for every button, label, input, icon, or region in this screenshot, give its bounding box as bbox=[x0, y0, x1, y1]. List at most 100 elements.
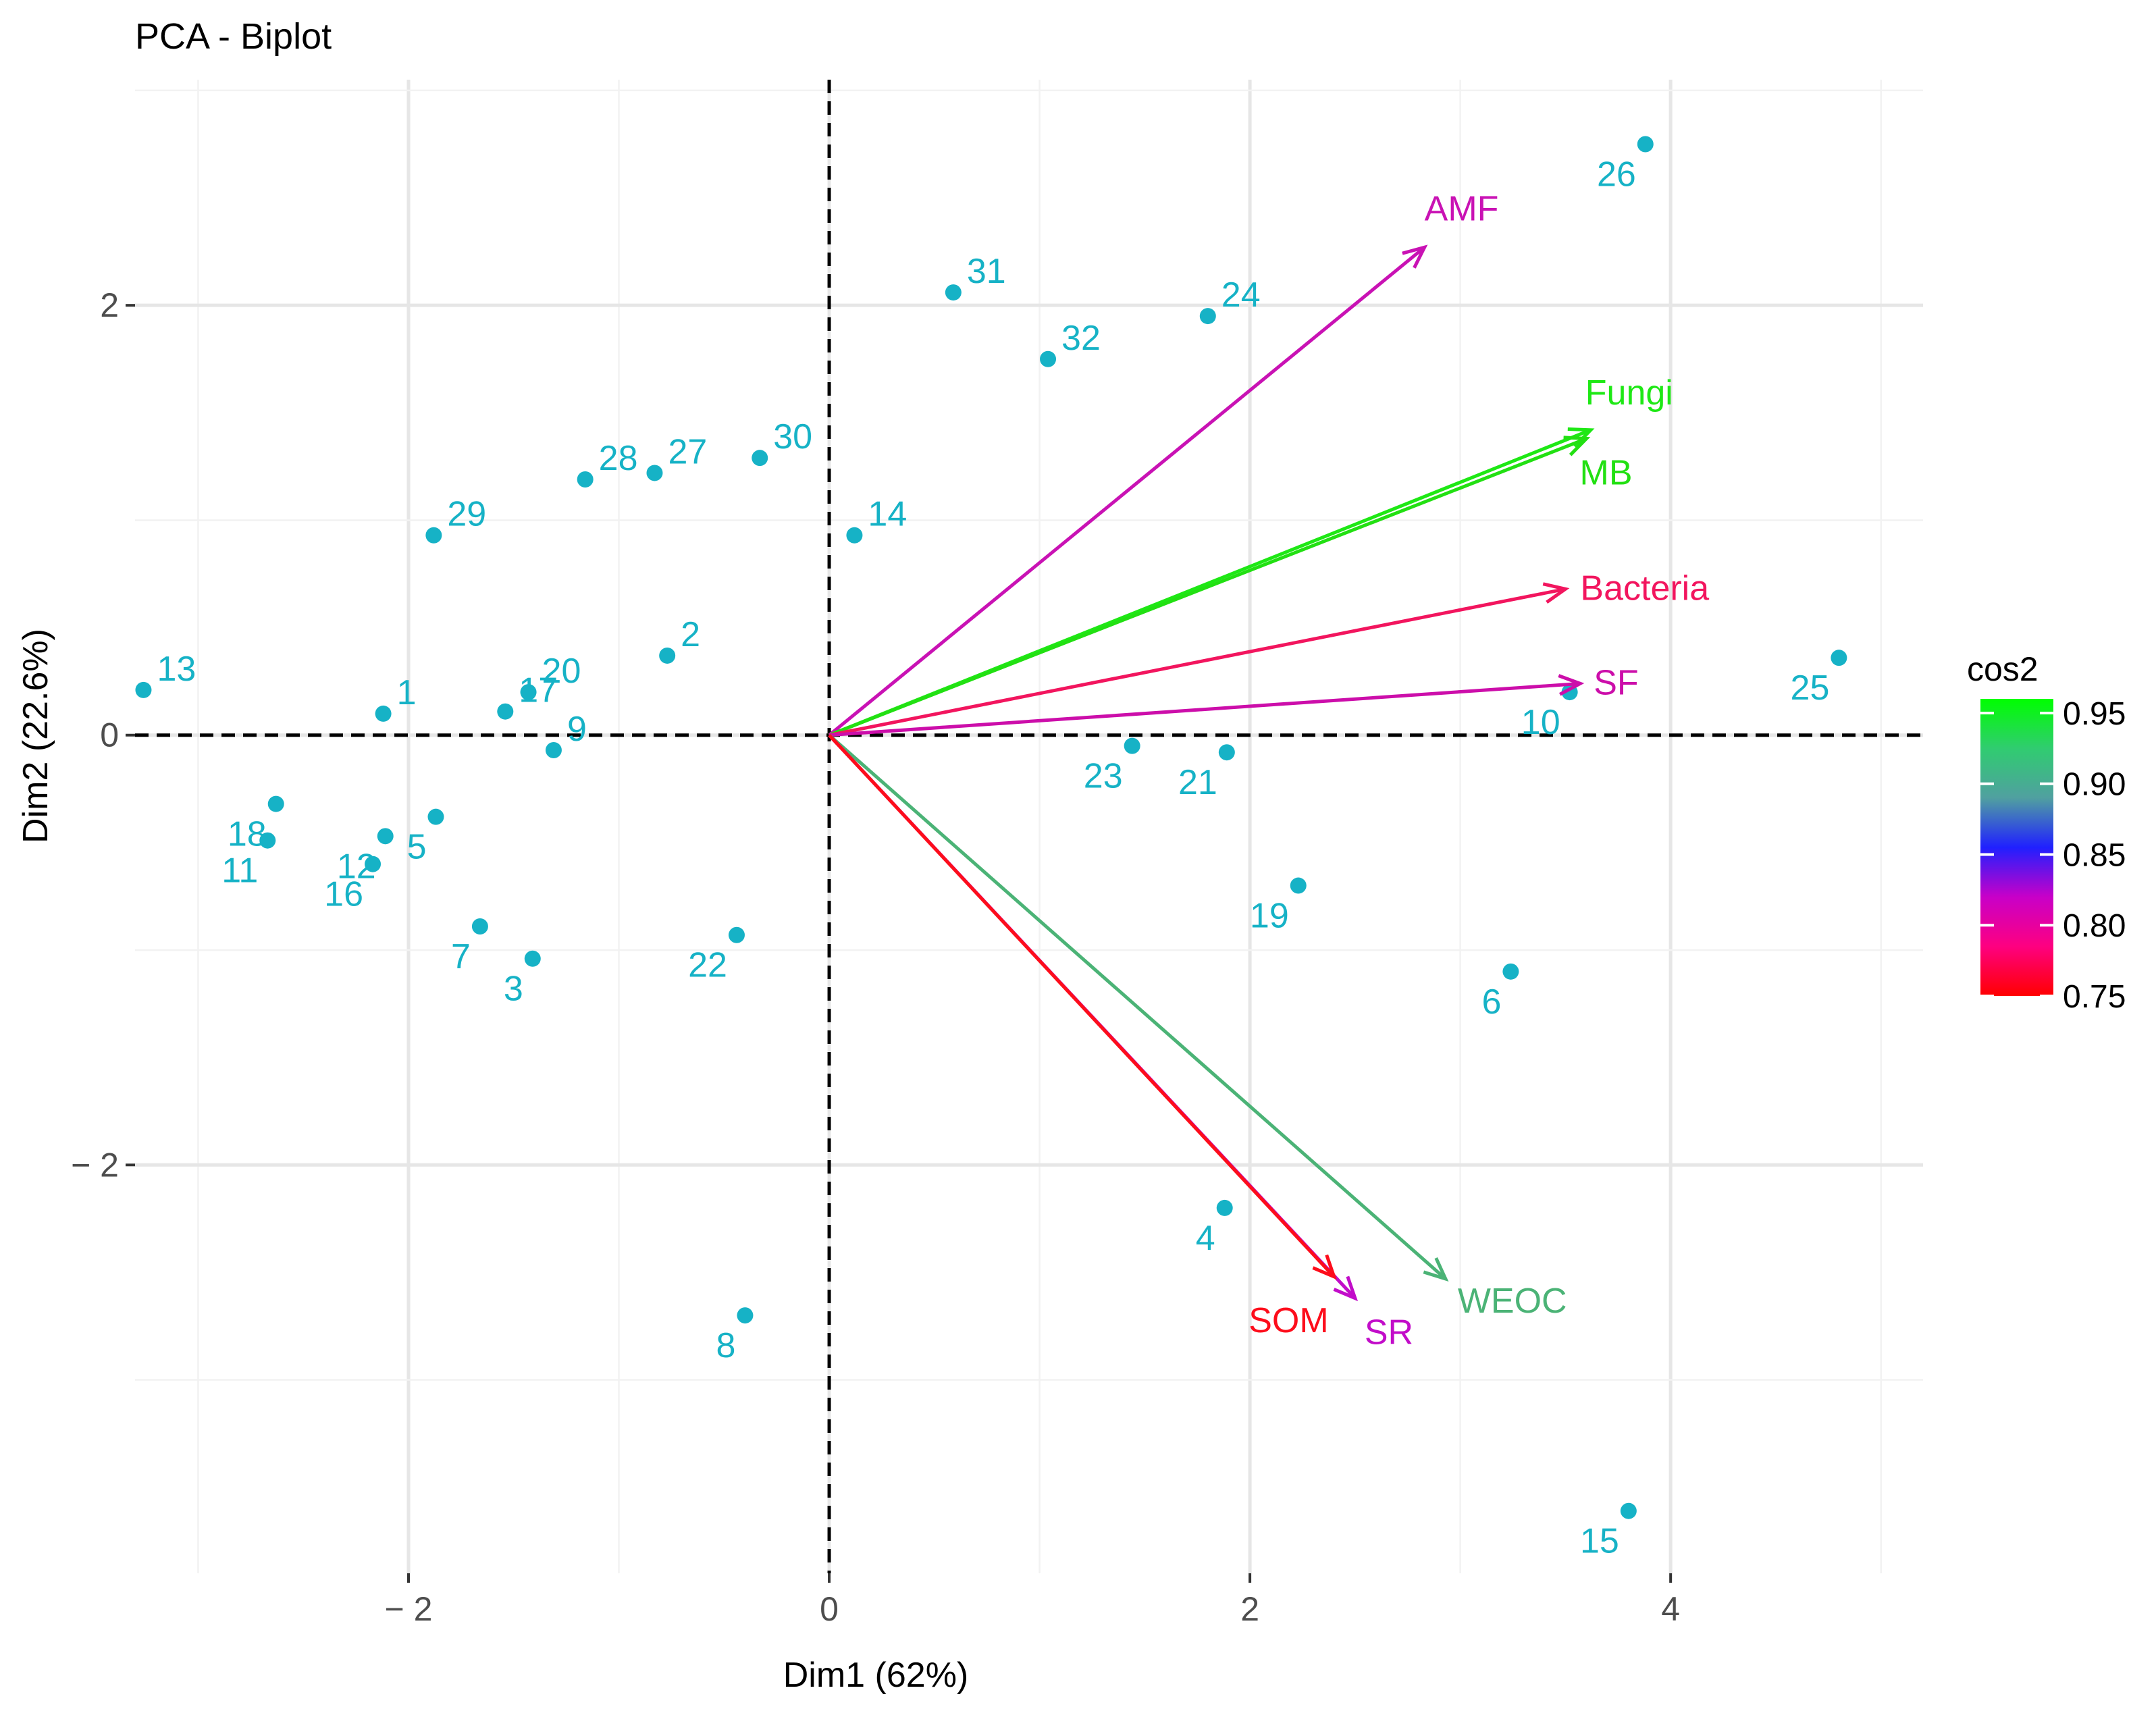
y-tick-label: 2 bbox=[100, 286, 119, 324]
vector-arrowhead-sf bbox=[1558, 674, 1585, 696]
vector-arrowhead-bacteria bbox=[1542, 582, 1570, 604]
observation-label-9: 9 bbox=[567, 710, 587, 749]
observation-label-16: 16 bbox=[324, 875, 363, 914]
observation-point-24 bbox=[1199, 308, 1216, 325]
vector-line-sf bbox=[829, 681, 1581, 737]
observation-label-28: 28 bbox=[599, 439, 638, 478]
observation-point-15 bbox=[1620, 1502, 1637, 1519]
observation-point-22 bbox=[728, 926, 745, 943]
observation-label-4: 4 bbox=[1196, 1219, 1215, 1258]
observation-point-7 bbox=[471, 918, 488, 935]
vector-label-bacteria: Bacteria bbox=[1580, 569, 1709, 608]
x-tick-label: 4 bbox=[1661, 1590, 1680, 1628]
vector-label-amf: AMF bbox=[1425, 189, 1499, 228]
observation-label-11: 11 bbox=[221, 851, 258, 891]
legend-title: cos2 bbox=[1967, 650, 2039, 688]
observation-point-11 bbox=[259, 832, 276, 849]
plot-title: PCA - Biplot bbox=[135, 16, 332, 57]
observation-label-26: 26 bbox=[1597, 155, 1636, 194]
observation-point-29 bbox=[425, 527, 442, 544]
y-tick-label: 0 bbox=[100, 716, 119, 754]
observation-point-9 bbox=[545, 742, 562, 759]
legend-tick-label: 0.85 bbox=[2063, 837, 2126, 873]
observation-label-20: 20 bbox=[542, 652, 581, 691]
legend-tick-label: 0.75 bbox=[2063, 979, 2126, 1015]
observation-label-6: 6 bbox=[1481, 982, 1501, 1022]
vector-line-amf bbox=[828, 246, 1426, 737]
vector-line-som bbox=[828, 734, 1336, 1278]
observation-point-19 bbox=[1290, 877, 1307, 894]
vector-arrowhead-amf bbox=[1402, 244, 1428, 269]
observation-label-15: 15 bbox=[1580, 1522, 1619, 1561]
observation-point-27 bbox=[646, 465, 663, 481]
observation-label-24: 24 bbox=[1221, 275, 1261, 315]
observation-label-30: 30 bbox=[773, 417, 812, 456]
legend-tick-label: 0.90 bbox=[2063, 767, 2126, 803]
observation-point-17 bbox=[497, 703, 514, 720]
vector-label-sf: SF bbox=[1594, 663, 1638, 702]
observation-point-18 bbox=[267, 795, 284, 812]
observation-point-31 bbox=[945, 284, 962, 301]
observation-label-29: 29 bbox=[447, 495, 486, 534]
vector-line-bacteria bbox=[829, 587, 1566, 737]
observation-label-23: 23 bbox=[1084, 757, 1123, 796]
observation-point-8 bbox=[737, 1307, 754, 1324]
observation-label-18: 18 bbox=[228, 815, 267, 854]
observation-label-27: 27 bbox=[668, 432, 707, 471]
vector-arrowhead-som bbox=[1312, 1254, 1337, 1280]
cos2-legend: cos2 0.95 0.90 0.85 0.80 0.75 bbox=[1967, 650, 2126, 1015]
vector-label-fungi: Fungi bbox=[1585, 373, 1673, 413]
variable-vectors: AMF Fungi MB Bacteria SF WEOC SR SOM bbox=[828, 189, 1709, 1352]
x-axis-title: Dim1 (62%) bbox=[783, 1656, 969, 1695]
observation-label-5: 5 bbox=[407, 828, 427, 867]
axes: − 2 0 2 420− 2 bbox=[71, 286, 1680, 1628]
legend-tick-label: 0.95 bbox=[2063, 696, 2126, 732]
observation-point-23 bbox=[1124, 737, 1140, 754]
observation-point-5 bbox=[427, 808, 444, 825]
observation-label-2: 2 bbox=[681, 615, 700, 654]
y-tick-label: − 2 bbox=[71, 1146, 119, 1184]
observation-label-22: 22 bbox=[688, 946, 727, 985]
x-tick-label: − 2 bbox=[385, 1590, 433, 1628]
observation-label-25: 25 bbox=[1791, 668, 1830, 708]
y-axis-title: Dim2 (22.6%) bbox=[16, 629, 55, 843]
observation-point-2 bbox=[659, 647, 676, 664]
observation-label-21: 21 bbox=[1178, 763, 1217, 802]
observation-point-4 bbox=[1216, 1199, 1233, 1216]
reference-lines bbox=[135, 80, 1923, 1573]
vector-label-mb: MB bbox=[1580, 454, 1633, 493]
vector-line-weoc bbox=[828, 733, 1447, 1280]
x-tick-label: 2 bbox=[1240, 1590, 1259, 1628]
legend-tick-label: 0.80 bbox=[2063, 908, 2126, 944]
vector-label-weoc: WEOC bbox=[1458, 1282, 1567, 1321]
observation-point-28 bbox=[577, 471, 594, 488]
observation-point-3 bbox=[524, 950, 541, 967]
observation-label-3: 3 bbox=[504, 970, 523, 1009]
observation-label-31: 31 bbox=[967, 252, 1006, 291]
observation-point-32 bbox=[1040, 350, 1057, 367]
vector-arrowhead-mb bbox=[1563, 436, 1591, 456]
legend-colorbar bbox=[1980, 699, 2053, 996]
observation-point-16 bbox=[365, 856, 382, 872]
observation-point-30 bbox=[752, 450, 768, 467]
observation-point-21 bbox=[1218, 744, 1235, 761]
observation-point-25 bbox=[1831, 650, 1847, 666]
observation-point-20 bbox=[520, 684, 537, 701]
observation-label-14: 14 bbox=[868, 495, 907, 534]
observation-label-1: 1 bbox=[397, 673, 417, 712]
vector-label-sr: SR bbox=[1365, 1313, 1413, 1352]
vector-label-som: SOM bbox=[1248, 1301, 1328, 1340]
observation-point-26 bbox=[1637, 136, 1654, 153]
observation-label-19: 19 bbox=[1250, 897, 1289, 936]
vector-arrowhead-sr bbox=[1333, 1276, 1359, 1302]
observation-label-8: 8 bbox=[716, 1326, 736, 1365]
vector-arrowhead-weoc bbox=[1423, 1257, 1449, 1282]
observation-point-13 bbox=[135, 681, 152, 698]
observation-label-10: 10 bbox=[1521, 703, 1560, 742]
vector-line-mb bbox=[829, 437, 1587, 737]
observation-point-1 bbox=[375, 705, 392, 722]
x-tick-label: 0 bbox=[820, 1590, 839, 1628]
